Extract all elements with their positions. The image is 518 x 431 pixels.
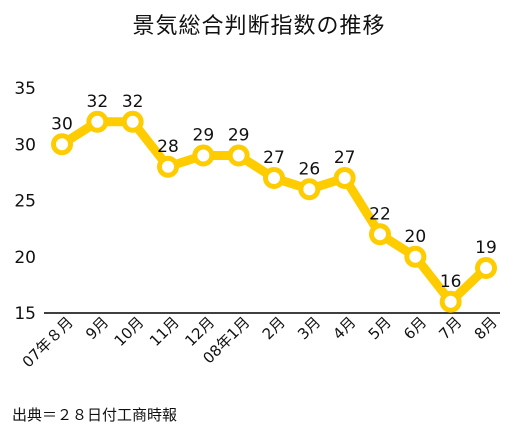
x-tick-label: 5月 xyxy=(365,313,395,343)
y-tick-label: 30 xyxy=(14,135,36,155)
x-tick-label: 3月 xyxy=(294,313,324,343)
data-label: 19 xyxy=(475,238,497,258)
data-point xyxy=(404,245,427,268)
data-point xyxy=(333,167,356,189)
x-tick-label: 10月 xyxy=(111,313,148,350)
x-tick-label: 6月 xyxy=(400,313,430,343)
data-label: 27 xyxy=(334,148,356,168)
data-label: 29 xyxy=(193,126,215,146)
data-point xyxy=(439,290,462,313)
data-point xyxy=(298,178,321,201)
x-tick-label: 4月 xyxy=(329,313,359,343)
x-tick-label: 2月 xyxy=(259,313,289,343)
x-tick-label: 7月 xyxy=(435,313,465,343)
data-point xyxy=(369,223,391,246)
data-label: 20 xyxy=(405,227,427,247)
data-point xyxy=(86,110,109,133)
y-tick-label: 25 xyxy=(14,192,36,212)
source-note: 出典＝２８日付工商時報 xyxy=(12,406,178,424)
x-tick-label: 9月 xyxy=(82,313,112,343)
data-label: 29 xyxy=(228,126,250,146)
data-label: 32 xyxy=(122,92,144,112)
data-label: 28 xyxy=(157,137,179,157)
x-tick-label: 8月 xyxy=(471,313,501,343)
data-label: 30 xyxy=(51,114,73,134)
data-label: 27 xyxy=(263,148,285,168)
data-label: 26 xyxy=(299,159,321,179)
data-point xyxy=(121,110,144,133)
y-tick-label: 15 xyxy=(14,304,36,324)
data-point xyxy=(227,144,250,167)
data-point xyxy=(157,155,179,178)
data-point xyxy=(475,257,497,279)
data-point xyxy=(192,144,215,167)
data-point xyxy=(263,167,285,189)
data-label: 16 xyxy=(440,272,462,292)
x-tick-label: 11月 xyxy=(146,313,183,350)
data-label: 22 xyxy=(369,204,391,224)
data-label: 32 xyxy=(87,92,109,112)
data-point xyxy=(51,133,73,156)
y-tick-label: 35 xyxy=(14,79,36,99)
y-tick-label: 20 xyxy=(14,248,36,268)
chart-title: 景気総合判断指数の推移 xyxy=(132,14,386,39)
